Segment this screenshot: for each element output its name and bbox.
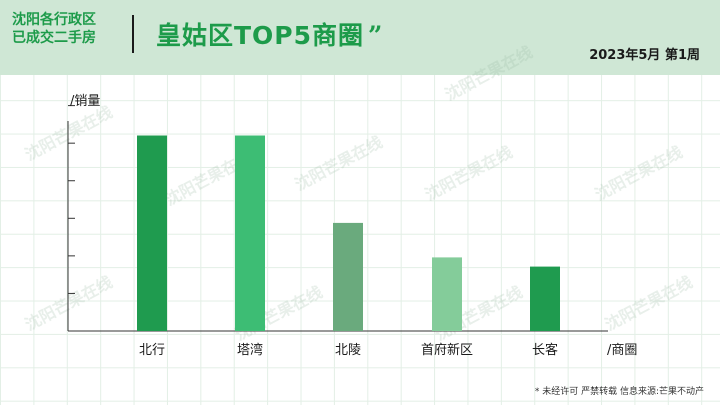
bar-4 (432, 257, 462, 331)
footnote: * 未经许可 严禁转载 信息来源:芒果不动产 (534, 387, 704, 397)
main-title: 皇姑区TOP5商圈” (156, 16, 383, 52)
bar-2 (235, 135, 265, 331)
date-label: 2023年5月 第1周 (589, 48, 700, 63)
bar-3 (333, 222, 363, 331)
region-title-line1: 沈阳各行政区 (12, 12, 96, 28)
header-band: 沈阳各行政区 已成交二手房 皇姑区TOP5商圈” 2023年5月 第1周 (0, 0, 720, 75)
header-divider (132, 15, 134, 53)
x-tick-label: 长客 (532, 342, 558, 358)
x-axis-unit-label: /商圈 (607, 343, 637, 358)
bar-5 (530, 266, 560, 331)
x-tick-label: 北行 (139, 343, 165, 358)
x-tick-label: 首府新区 (421, 342, 473, 358)
bar-1 (137, 135, 167, 331)
region-title-line2: 已成交二手房 (12, 30, 96, 46)
y-axis-unit-label: /销量 (70, 94, 100, 109)
x-tick-label: 塔湾 (237, 342, 263, 358)
x-tick-label: 北陵 (335, 343, 361, 358)
quote-mark: ” (368, 21, 384, 50)
main-title-text: 皇姑区TOP5商圈 (156, 21, 365, 50)
